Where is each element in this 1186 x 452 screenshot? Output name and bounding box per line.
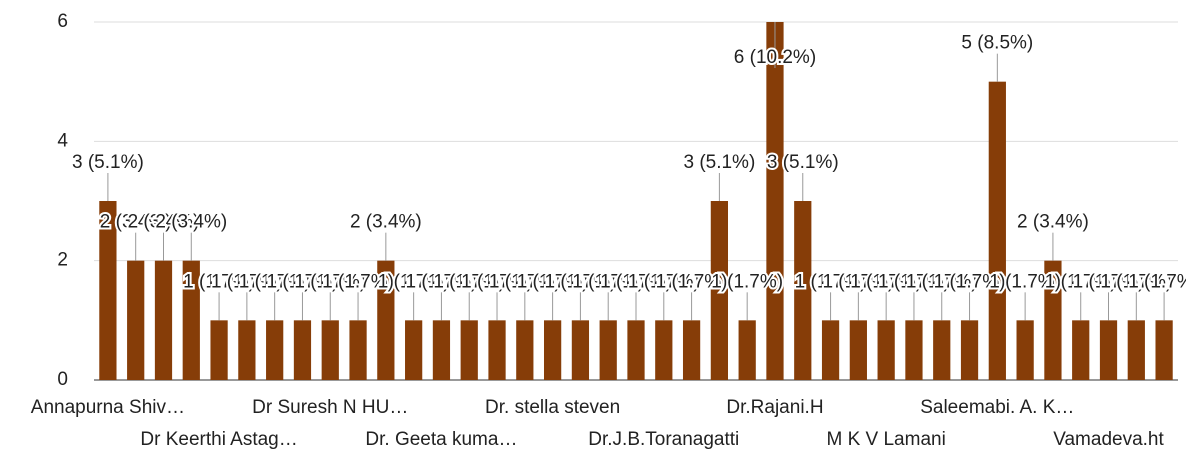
data-label: 3 (5.1%) <box>683 152 755 173</box>
data-label: 6 (10.2%) <box>734 47 816 68</box>
bar <box>710 201 729 380</box>
bar <box>1072 320 1090 380</box>
x-tick-label: Saleemabi. A. K… <box>920 397 1074 418</box>
bar <box>266 320 284 380</box>
data-label: 2 (3.4%) <box>1017 212 1089 233</box>
bar <box>988 81 1006 381</box>
bar <box>1099 320 1118 380</box>
data-label: 1 (1.7%) <box>822 271 894 292</box>
bar <box>321 320 339 380</box>
data-label: 3 (5.1%) <box>72 152 144 173</box>
bar <box>1044 260 1062 380</box>
bar <box>488 320 506 380</box>
data-label: 1 (1.7%) <box>656 271 728 292</box>
data-label: 3 (5.1%) <box>767 152 839 173</box>
x-tick-label: Vamadeva.ht <box>1053 429 1164 450</box>
bar <box>627 320 645 380</box>
data-label: 1 (1.7%) <box>1100 271 1172 292</box>
bar <box>794 201 812 380</box>
bar <box>349 320 367 380</box>
bar <box>432 320 451 380</box>
data-label: 1 (1.7%) <box>517 271 589 292</box>
data-label: 1 (1.7%) <box>795 271 867 292</box>
data-label: 1 (1.7%) <box>1073 271 1145 292</box>
bar <box>849 320 867 380</box>
data-label: 2 (3.4%) <box>350 212 422 233</box>
data-label: 1 (1.7%) <box>906 271 978 292</box>
y-tick-label: 4 <box>57 130 68 151</box>
bar <box>571 320 590 380</box>
bar <box>655 320 673 380</box>
bar <box>210 320 228 380</box>
bar <box>543 320 562 380</box>
data-label: 1 (1.7%) <box>711 271 783 292</box>
bar <box>99 201 117 380</box>
data-label: 1 (1.7%) <box>211 271 283 292</box>
data-label: 1 (1.7%) <box>322 271 394 292</box>
x-tick-label: Annapurna Shiv… <box>31 397 185 418</box>
data-label: 2 (3.4%) <box>128 212 200 233</box>
x-tick-label: Dr.J.B.Toranagatti <box>588 429 739 450</box>
data-label: 2 (3.4%) <box>100 212 172 233</box>
data-label: 1 (1.7%) <box>378 271 450 292</box>
bar <box>238 320 256 380</box>
bar <box>460 320 478 380</box>
data-label: 1 (1.7%) <box>294 271 366 292</box>
x-tick-label: Dr Keerthi Astag… <box>140 429 297 450</box>
data-label: 1 (1.7%) <box>628 271 700 292</box>
bar <box>905 320 923 380</box>
bar <box>960 320 979 380</box>
bar <box>1016 320 1034 380</box>
data-label: 1 (1.7%) <box>183 271 255 292</box>
x-tick-label: Dr. stella steven <box>485 397 620 418</box>
data-label: 1 (1.7%) <box>1045 271 1117 292</box>
bar <box>1155 320 1173 380</box>
data-label: 1 (1.7%) <box>850 271 922 292</box>
bar <box>182 260 200 380</box>
bar <box>405 320 423 380</box>
data-label: 1 (1.7%) <box>1128 271 1186 292</box>
y-tick-label: 0 <box>57 369 68 390</box>
y-tick-label: 6 <box>57 11 68 32</box>
bar <box>127 260 145 380</box>
bar <box>377 260 395 380</box>
bar <box>599 320 617 380</box>
data-label: 1 (1.7%) <box>433 271 505 292</box>
x-tick-label: Dr. Geeta kuma… <box>365 429 517 450</box>
data-label: 1 (1.7%) <box>461 271 533 292</box>
data-label: 1 (1.7%) <box>267 271 339 292</box>
bar <box>1127 320 1145 380</box>
bar <box>293 320 312 380</box>
data-label: 1 (1.7%) <box>600 271 672 292</box>
data-label: 1 (1.7%) <box>878 271 950 292</box>
x-tick-label: M K V Lamani <box>826 429 945 450</box>
bar <box>766 22 784 380</box>
data-label: 1 (1.7%) <box>545 271 617 292</box>
data-label: 1 (1.7%) <box>989 271 1061 292</box>
data-label: 1 (1.7%) <box>239 271 311 292</box>
bar <box>738 320 756 380</box>
data-label: 1 (1.7%) <box>572 271 644 292</box>
data-label: 2 (3.4%) <box>155 212 227 233</box>
bar <box>516 320 534 380</box>
x-tick-label: Dr Suresh N HU… <box>252 397 408 418</box>
bar <box>154 260 173 380</box>
data-label: 5 (8.5%) <box>961 33 1033 54</box>
bar <box>877 320 895 380</box>
data-label: 1 (1.7%) <box>934 271 1006 292</box>
y-tick-label: 2 <box>57 250 68 271</box>
data-label: 1 (1.7%) <box>406 271 478 292</box>
x-tick-label: Dr.Rajani.H <box>726 397 823 418</box>
bar <box>821 320 840 380</box>
bar <box>933 320 951 380</box>
bar <box>682 320 701 380</box>
data-label: 1 (1.7%) <box>489 271 561 292</box>
